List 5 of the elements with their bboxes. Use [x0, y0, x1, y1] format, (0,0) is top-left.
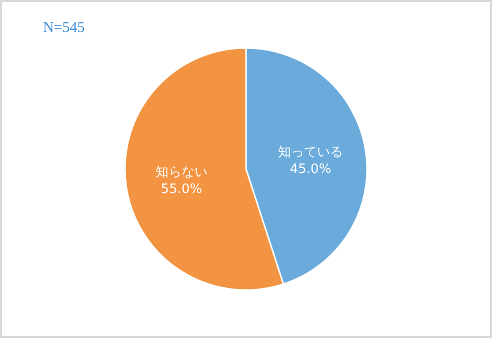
slice-label: 知っている: [278, 144, 344, 160]
data-label: 45.0%: [290, 162, 332, 177]
data-label: 55.0%: [160, 182, 202, 198]
text: N=545: [43, 20, 85, 36]
slice-label: 知らない: [155, 165, 208, 180]
